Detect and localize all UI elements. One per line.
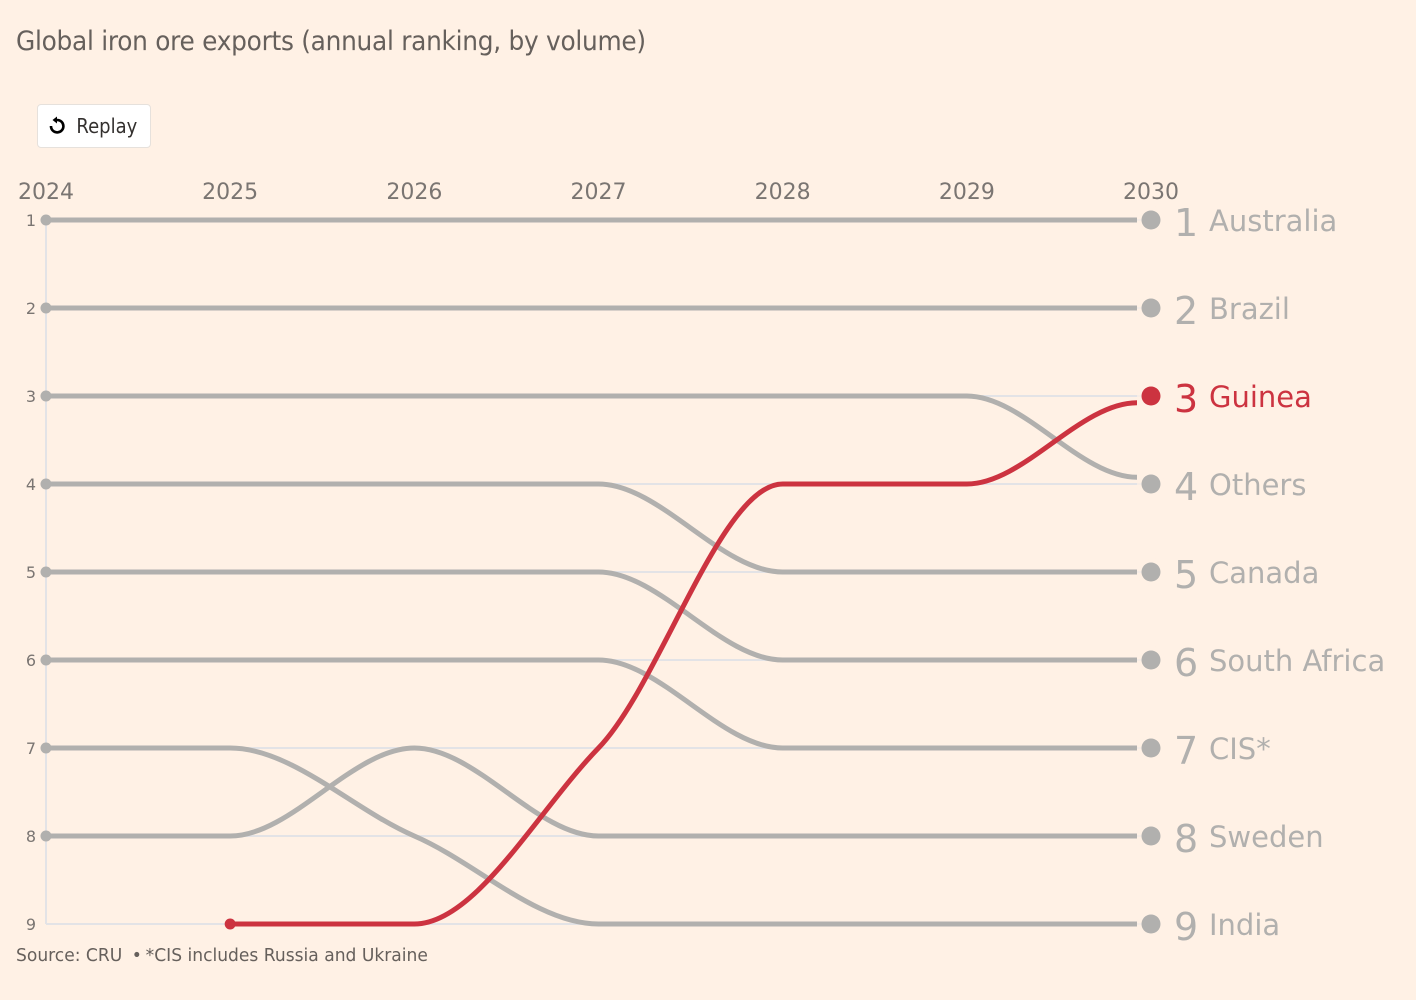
start-point-south-africa xyxy=(40,566,52,578)
y-tick-label: 5 xyxy=(26,563,36,582)
end-point-sweden xyxy=(1141,826,1161,846)
end-name-australia: Australia xyxy=(1209,204,1337,238)
x-tick-label: 2028 xyxy=(755,180,811,205)
series-line-guinea xyxy=(230,400,1138,927)
end-rank-australia: 1 xyxy=(1174,201,1198,245)
x-tick-label: 2027 xyxy=(571,180,627,205)
series-line-others xyxy=(45,393,1138,480)
end-name-guinea: Guinea xyxy=(1209,380,1312,414)
x-tick-label: 2030 xyxy=(1123,180,1179,205)
separator-dot: • xyxy=(131,945,142,966)
series-line-south-africa xyxy=(45,569,1137,663)
x-axis: 2024 2025 2026 2027 2028 2029 2030 xyxy=(18,180,1179,205)
series-lines xyxy=(40,214,1138,930)
end-name-canada: Canada xyxy=(1209,556,1319,590)
x-tick-label: 2026 xyxy=(386,180,442,205)
end-name-others: Others xyxy=(1209,468,1306,502)
chart-title: Global iron ore exports (annual ranking,… xyxy=(16,26,646,57)
end-point-cis xyxy=(1141,738,1161,758)
end-rank-brazil: 2 xyxy=(1174,289,1198,333)
end-point-south-africa xyxy=(1141,650,1161,670)
end-rank-sweden: 8 xyxy=(1174,817,1198,861)
start-point-guinea xyxy=(224,918,236,930)
y-axis: 1 2 3 4 5 6 7 8 9 xyxy=(26,211,36,934)
series-line-canada xyxy=(45,481,1137,575)
end-point-others xyxy=(1141,474,1161,494)
start-point-canada xyxy=(40,478,52,490)
end-rank-canada: 5 xyxy=(1174,553,1198,597)
replay-button[interactable]: Replay xyxy=(37,104,151,148)
end-name-south-africa: South Africa xyxy=(1209,644,1385,678)
y-tick-label: 4 xyxy=(26,475,36,494)
x-tick-label: 2029 xyxy=(939,180,995,205)
end-rank-india: 9 xyxy=(1174,905,1198,949)
y-tick-label: 3 xyxy=(26,387,36,406)
cis-footnote: *CIS includes Russia and Ukraine xyxy=(145,945,428,966)
end-point-brazil xyxy=(1141,298,1161,318)
end-rank-south-africa: 6 xyxy=(1174,641,1198,685)
x-tick-label: 2025 xyxy=(202,180,258,205)
series-line-sweden xyxy=(46,745,1137,839)
y-tick-label: 6 xyxy=(26,651,36,670)
footer: Source: CRU • *CIS includes Russia and Ukr… xyxy=(16,945,428,966)
y-tick-label: 1 xyxy=(26,211,36,230)
x-tick-label: 2024 xyxy=(18,180,74,205)
end-point-australia xyxy=(1141,210,1161,230)
end-rank-guinea: 3 xyxy=(1174,377,1198,421)
end-point-canada xyxy=(1141,562,1161,582)
source-note: Source: CRU xyxy=(16,945,123,966)
end-name-cis: CIS* xyxy=(1209,732,1271,766)
replay-icon xyxy=(47,116,67,136)
end-name-india: India xyxy=(1209,908,1280,942)
y-tick-label: 7 xyxy=(26,739,36,758)
start-point-brazil xyxy=(40,302,52,314)
start-point-others xyxy=(40,390,52,402)
end-labels: 1 Australia 2 Brazil 4 Others 5 Canada 6 South Af… xyxy=(1137,201,1385,949)
y-tick-label: 9 xyxy=(26,915,36,934)
end-rank-others: 4 xyxy=(1174,465,1198,509)
replay-label: Replay xyxy=(76,114,138,138)
end-point-india xyxy=(1141,914,1161,934)
y-tick-label: 2 xyxy=(26,299,36,318)
start-point-australia xyxy=(40,214,52,226)
series-line-cis xyxy=(46,657,1138,751)
end-rank-cis: 7 xyxy=(1174,729,1198,773)
y-tick-label: 8 xyxy=(26,827,36,846)
end-name-sweden: Sweden xyxy=(1209,820,1324,854)
end-name-brazil: Brazil xyxy=(1209,292,1290,326)
start-point-india xyxy=(40,742,52,754)
end-point-guinea xyxy=(1141,386,1161,406)
start-point-cis xyxy=(40,654,52,666)
start-point-sweden xyxy=(40,830,52,842)
series-line-india xyxy=(45,745,1137,927)
